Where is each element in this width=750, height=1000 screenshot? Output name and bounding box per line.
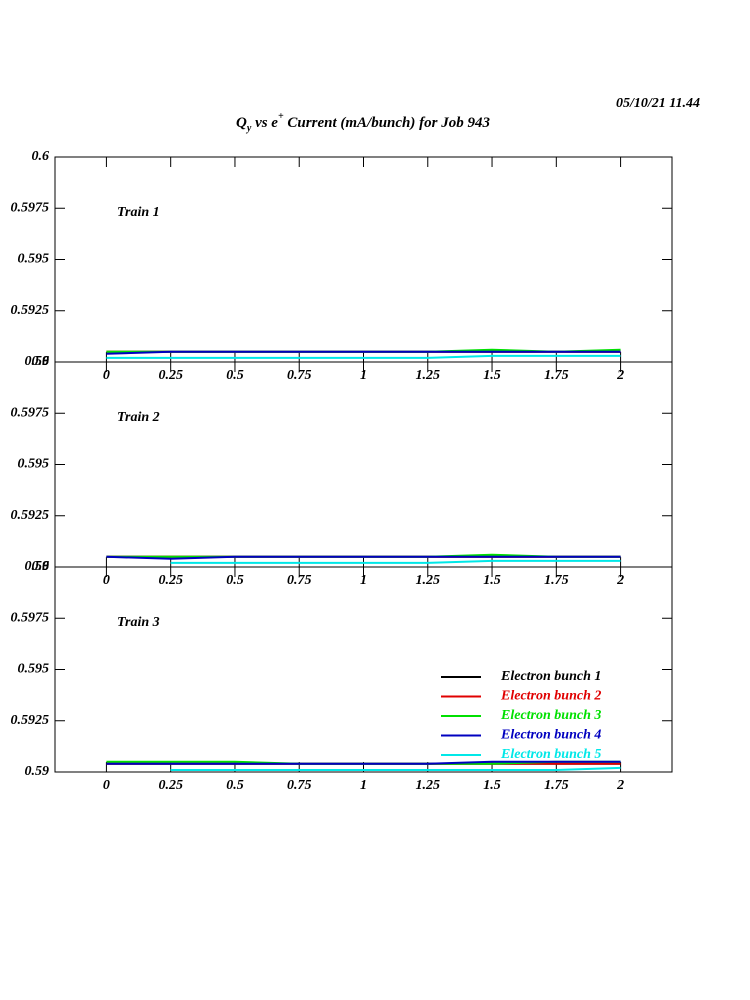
x-tick-label: 1.5	[483, 778, 501, 793]
x-tick-label: 1	[360, 368, 367, 383]
x-tick-label: 1	[360, 778, 367, 793]
title-superscript: +	[278, 111, 284, 122]
x-tick-label: 1.75	[544, 368, 569, 383]
series-line	[106, 760, 621, 765]
title-subscript: y	[246, 123, 252, 134]
panel-label: Train 1	[117, 205, 160, 220]
y-tick-label: 0.5975	[11, 200, 50, 215]
y-tick-label: 0.595	[18, 457, 50, 472]
x-tick-label: 0.5	[226, 368, 244, 383]
timestamp: 05/10/21 11.44	[616, 96, 700, 111]
y-tick-label: 0.59	[25, 559, 50, 574]
x-tick-label: 1.5	[483, 573, 501, 588]
x-tick-label: 0.25	[158, 573, 183, 588]
y-tick-label: 0.5925	[11, 303, 50, 318]
title-part: vs e	[251, 115, 278, 131]
title-part: Current (mA/bunch) for Job 943	[284, 115, 491, 131]
x-tick-label: 1	[360, 573, 367, 588]
x-tick-label: 0.75	[287, 368, 312, 383]
x-tick-label: 1.25	[416, 778, 441, 793]
x-tick-label: 0	[103, 778, 110, 793]
x-tick-label: 1.75	[544, 573, 569, 588]
x-tick-label: 0.5	[226, 573, 244, 588]
x-tick-label: 2	[616, 778, 624, 793]
y-tick-label: 0.5975	[11, 405, 50, 420]
x-tick-label: 1.25	[416, 573, 441, 588]
x-tick-label: 0.75	[287, 573, 312, 588]
x-tick-label: 0.25	[158, 778, 183, 793]
x-tick-label: 0.5	[226, 778, 244, 793]
legend-label: Electron bunch 4	[500, 728, 601, 743]
y-tick-label: 0.5925	[11, 713, 50, 728]
legend-label: Electron bunch 2	[500, 689, 601, 704]
series-line	[106, 350, 621, 355]
plot-frame	[54, 361, 673, 568]
chart-title: Qy vs e+ Current (mA/bunch) for Job 943	[236, 111, 490, 134]
y-tick-label: 0.595	[18, 662, 50, 677]
x-tick-label: 0	[103, 368, 110, 383]
x-tick-label: 0.75	[287, 778, 312, 793]
panel-label: Train 2	[117, 410, 160, 425]
x-tick-label: 2	[616, 368, 624, 383]
y-tick-label: 0.6	[32, 559, 50, 574]
x-tick-label: 1.5	[483, 368, 501, 383]
x-tick-label: 1.25	[416, 368, 441, 383]
panel-label: Train 3	[117, 615, 160, 630]
series-line	[170, 766, 621, 771]
y-tick-label: 0.6	[32, 149, 50, 164]
legend-label: Electron bunch 5	[500, 747, 601, 762]
y-tick-label: 0.5925	[11, 508, 50, 523]
y-tick-label: 0.59	[25, 354, 50, 369]
title-part: Q	[236, 115, 247, 131]
legend-label: Electron bunch 3	[500, 708, 601, 723]
series-line	[170, 559, 621, 564]
series-line	[106, 555, 621, 560]
x-tick-label: 0	[103, 573, 110, 588]
x-tick-label: 2	[616, 573, 624, 588]
y-tick-label: 0.59	[25, 764, 50, 779]
plot-frame	[54, 156, 673, 363]
x-tick-label: 0.25	[158, 368, 183, 383]
y-tick-label: 0.6	[32, 354, 50, 369]
x-tick-label: 1.75	[544, 778, 569, 793]
legend-label: Electron bunch 1	[500, 669, 601, 684]
series-line	[106, 354, 621, 359]
y-tick-label: 0.5975	[11, 610, 50, 625]
y-tick-label: 0.595	[18, 252, 50, 267]
